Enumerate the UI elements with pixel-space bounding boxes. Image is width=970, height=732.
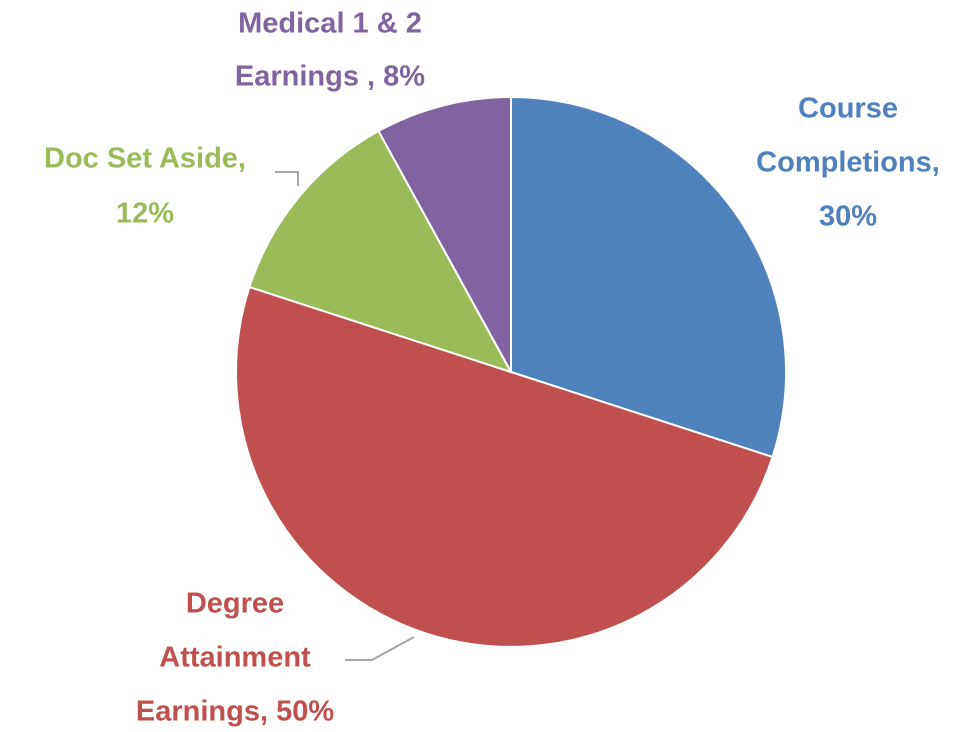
pie-slice (248, 129, 514, 374)
data-label: Course (798, 93, 898, 125)
data-label: Attainment (159, 642, 311, 674)
data-label: Earnings, 50% (136, 696, 334, 728)
pie-slice (377, 95, 512, 373)
data-label: Doc Set Aside, (44, 143, 246, 175)
data-label: Medical 1 & 2 (238, 8, 422, 40)
data-label: 30% (819, 201, 877, 233)
data-label: Earnings , 8% (235, 61, 425, 93)
data-label: 12% (116, 198, 174, 230)
leader-line (275, 171, 299, 186)
data-label: Degree (186, 588, 284, 620)
leader-line (345, 636, 415, 661)
data-label: Completions, (756, 147, 940, 179)
pie-slice (510, 95, 787, 459)
pie-slice (235, 285, 774, 648)
